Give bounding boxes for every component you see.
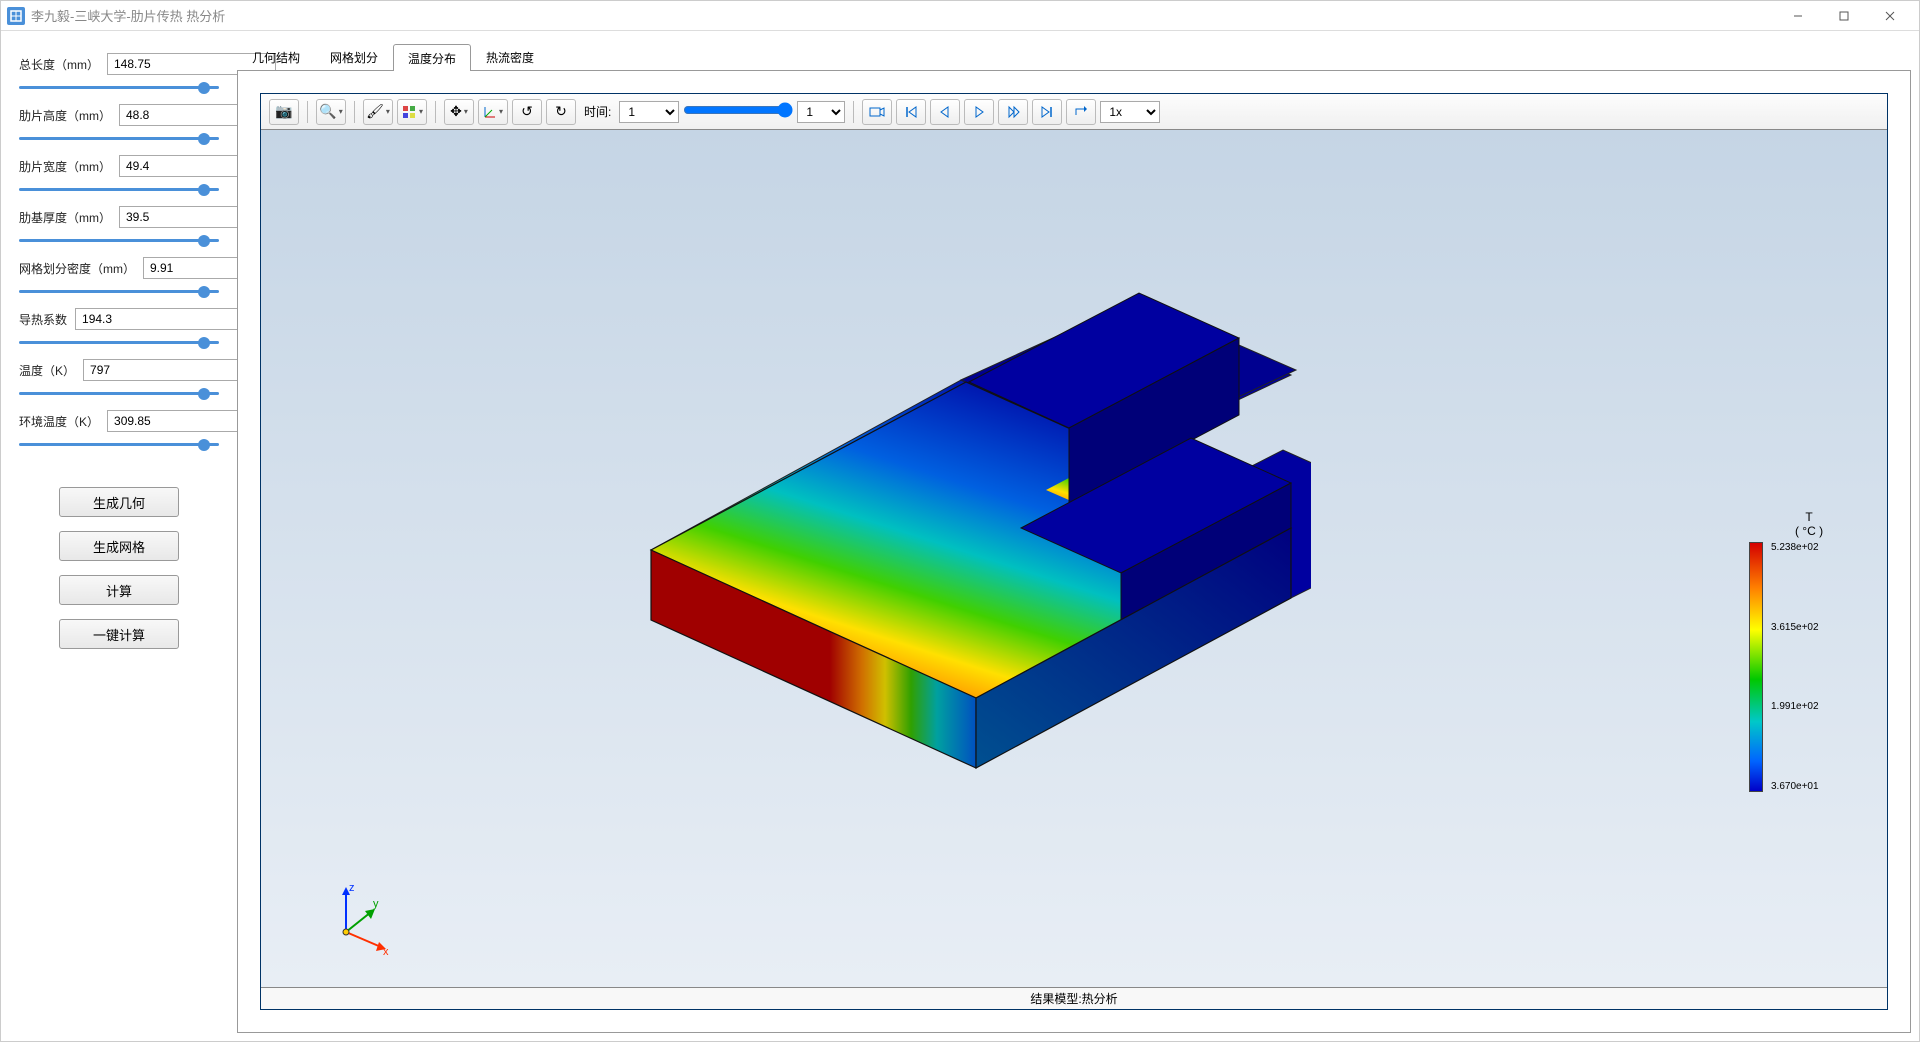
loop-icon[interactable] xyxy=(1066,99,1096,125)
main-panel: 几何结构网格划分温度分布热流密度 📷 🔍 🖌 ✥ xyxy=(237,43,1911,1033)
tab-1[interactable]: 网格划分 xyxy=(315,43,393,70)
viewer-toolbar: 📷 🔍 🖌 ✥ ↺ ↻ xyxy=(261,94,1887,130)
color-legend: T ( °C ) 5.238e+02 3.615e+02 1.991e+02 3.67… xyxy=(1749,510,1869,792)
param-label: 温度（K） xyxy=(19,362,75,379)
param-label: 导热系数 xyxy=(19,311,67,328)
param-slider[interactable] xyxy=(19,384,219,398)
svg-text:y: y xyxy=(373,898,379,910)
param-slider[interactable] xyxy=(19,231,219,245)
legend-colorbar xyxy=(1749,542,1763,792)
thermal-model xyxy=(591,270,1311,790)
param-slider[interactable] xyxy=(19,78,219,92)
param-label: 环境温度（K） xyxy=(19,413,99,430)
frame-select[interactable]: 1 xyxy=(797,101,845,123)
legend-tick: 5.238e+02 xyxy=(1771,542,1819,553)
param-4: 网格划分密度（mm） xyxy=(19,257,219,296)
param-1: 肋片高度（mm） xyxy=(19,104,219,143)
time-slider[interactable] xyxy=(683,102,793,121)
app-icon xyxy=(7,7,25,25)
zoom-icon[interactable]: 🔍 xyxy=(316,99,346,125)
rotate-ccw-icon[interactable]: ↺ xyxy=(512,99,542,125)
rotate-cw-icon[interactable]: ↻ xyxy=(546,99,576,125)
param-2: 肋片宽度（mm） xyxy=(19,155,219,194)
close-button[interactable] xyxy=(1867,1,1913,31)
footer-text: 结果模型:热分析 xyxy=(1030,990,1117,1007)
param-label: 总长度（mm） xyxy=(19,56,99,73)
param-slider[interactable] xyxy=(19,282,219,296)
param-label: 肋片高度（mm） xyxy=(19,107,111,124)
param-label: 网格划分密度（mm） xyxy=(19,260,135,277)
cube-icon[interactable] xyxy=(397,99,427,125)
legend-tick: 1.991e+02 xyxy=(1771,701,1819,712)
param-3: 肋基厚度（mm） xyxy=(19,206,219,245)
window-buttons xyxy=(1775,1,1913,31)
param-slider[interactable] xyxy=(19,129,219,143)
tab-0[interactable]: 几何结构 xyxy=(237,43,315,70)
camera-icon[interactable]: 📷 xyxy=(269,99,299,125)
param-label: 肋片宽度（mm） xyxy=(19,158,111,175)
action-buttons: 生成几何 生成网格 计算 一键计算 xyxy=(19,487,219,649)
maximize-button[interactable] xyxy=(1821,1,1867,31)
legend-ticks: 5.238e+02 3.615e+02 1.991e+02 3.670e+01 xyxy=(1771,542,1819,792)
viewport-canvas[interactable]: z x y T ( xyxy=(261,130,1887,987)
legend-unit: ( °C ) xyxy=(1749,524,1869,538)
param-0: 总长度（mm） xyxy=(19,53,219,92)
one-click-compute-button[interactable]: 一键计算 xyxy=(59,619,179,649)
tab-2[interactable]: 温度分布 xyxy=(393,44,471,71)
time-select[interactable]: 1 xyxy=(619,101,679,123)
step-forward-icon[interactable] xyxy=(998,99,1028,125)
app-window: 李九毅-三峡大学-肋片传热 热分析 总长度（mm） 肋片高度（mm） xyxy=(0,0,1920,1042)
record-icon[interactable] xyxy=(862,99,892,125)
skip-start-icon[interactable] xyxy=(896,99,926,125)
param-slider[interactable] xyxy=(19,180,219,194)
viewer-footer: 结果模型:热分析 xyxy=(261,987,1887,1009)
speed-select[interactable]: 1x xyxy=(1100,101,1160,123)
step-back-icon[interactable] xyxy=(930,99,960,125)
param-slider[interactable] xyxy=(19,435,219,449)
brush-icon[interactable]: 🖌 xyxy=(363,99,393,125)
legend-title: T xyxy=(1749,510,1869,524)
viewer: 📷 🔍 🖌 ✥ ↺ ↻ xyxy=(260,93,1888,1010)
param-6: 温度（K） xyxy=(19,359,219,398)
param-label: 肋基厚度（mm） xyxy=(19,209,111,226)
tab-bar: 几何结构网格划分温度分布热流密度 xyxy=(237,43,1911,71)
axes-icon[interactable] xyxy=(478,99,508,125)
axis-triad-icon: z x y xyxy=(321,877,401,957)
content-area: 总长度（mm） 肋片高度（mm） 肋片宽度（mm） 肋基厚度（mm） 网格划分密 xyxy=(1,31,1919,1041)
svg-text:x: x xyxy=(383,946,389,957)
param-5: 导热系数 xyxy=(19,308,219,347)
tab-3[interactable]: 热流密度 xyxy=(471,43,549,70)
svg-text:z: z xyxy=(349,882,355,894)
generate-geometry-button[interactable]: 生成几何 xyxy=(59,487,179,517)
legend-tick: 3.615e+02 xyxy=(1771,622,1819,633)
compute-button[interactable]: 计算 xyxy=(59,575,179,605)
param-7: 环境温度（K） xyxy=(19,410,219,449)
viewer-wrapper: 📷 🔍 🖌 ✥ ↺ ↻ xyxy=(237,71,1911,1033)
minimize-button[interactable] xyxy=(1775,1,1821,31)
skip-end-icon[interactable] xyxy=(1032,99,1062,125)
titlebar: 李九毅-三峡大学-肋片传热 热分析 xyxy=(1,1,1919,31)
play-icon[interactable] xyxy=(964,99,994,125)
param-input[interactable] xyxy=(75,308,244,330)
param-input[interactable] xyxy=(83,359,252,381)
legend-tick: 3.670e+01 xyxy=(1771,781,1819,792)
generate-mesh-button[interactable]: 生成网格 xyxy=(59,531,179,561)
parameter-sidebar: 总长度（mm） 肋片高度（mm） 肋片宽度（mm） 肋基厚度（mm） 网格划分密 xyxy=(9,43,229,1033)
param-slider[interactable] xyxy=(19,333,219,347)
window-title: 李九毅-三峡大学-肋片传热 热分析 xyxy=(31,6,1775,25)
move-icon[interactable]: ✥ xyxy=(444,99,474,125)
time-label: 时间: xyxy=(584,103,611,120)
